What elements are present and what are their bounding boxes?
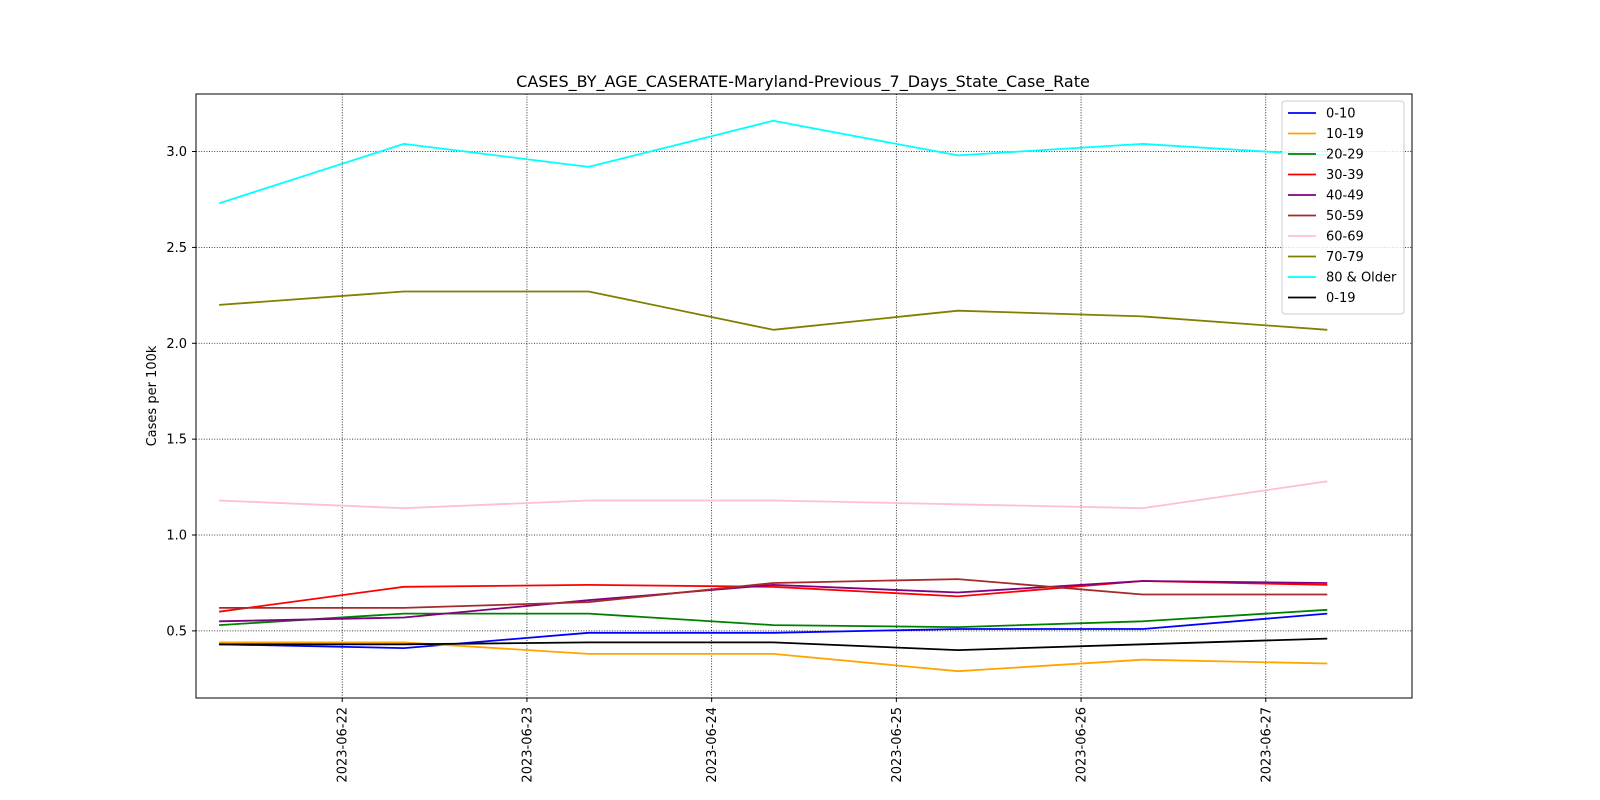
x-tick-label: 2023-06-24: [705, 707, 720, 783]
x-tick-label: 2023-06-26: [1075, 707, 1090, 783]
legend-label: 10-19: [1326, 127, 1364, 142]
x-tick-label: 2023-06-23: [520, 707, 535, 783]
y-tick-label: 0.5: [166, 624, 187, 639]
x-tick-label: 2023-06-25: [890, 707, 905, 783]
series-line: [219, 290, 1328, 331]
grid-lines: [196, 94, 1412, 698]
series-line: [219, 578, 1328, 609]
x-tick-label: 2023-06-22: [336, 707, 351, 783]
series-line: [219, 637, 1328, 651]
y-tick-label: 2.0: [166, 337, 187, 352]
legend-label: 80 & Older: [1326, 271, 1397, 286]
y-tick-label: 3.0: [166, 145, 187, 160]
legend-label: 60-69: [1326, 230, 1364, 245]
series-line: [219, 641, 1328, 673]
legend-label: 40-49: [1326, 189, 1364, 204]
y-tick-label: 1.5: [166, 433, 187, 448]
legend-label: 50-59: [1326, 209, 1364, 224]
legend-label: 70-79: [1326, 250, 1364, 265]
plot-area-frame: [195, 93, 1413, 699]
chart-title: CASES_BY_AGE_CASERATE-Maryland-Previous_…: [516, 72, 1090, 92]
series-line: [218, 119, 1328, 205]
y-tick-label: 1.0: [166, 529, 187, 544]
series-line: [219, 580, 1328, 623]
y-axis-label: Cases per 100k: [145, 345, 160, 446]
series-line: [219, 608, 1328, 628]
legend: 0-10 10-19 20-29 30-39 40-49 50-59 60-69 70-79 8…: [1281, 100, 1405, 315]
legend-label: 0-19: [1326, 291, 1356, 306]
axis-ticks: 0.5 1.0 1.5 2.0 2.5 3.0 2023-06-22 2023-06-23 20…: [166, 145, 1274, 783]
series-lines: [218, 119, 1328, 673]
legend-label: 20-29: [1326, 148, 1364, 163]
legend-label: 30-39: [1326, 168, 1364, 183]
x-tick-label: 2023-06-27: [1259, 707, 1274, 783]
series-line: [219, 480, 1328, 510]
y-tick-label: 2.5: [166, 241, 187, 256]
series-line: [219, 612, 1328, 649]
legend-label: 0-10: [1326, 107, 1356, 122]
